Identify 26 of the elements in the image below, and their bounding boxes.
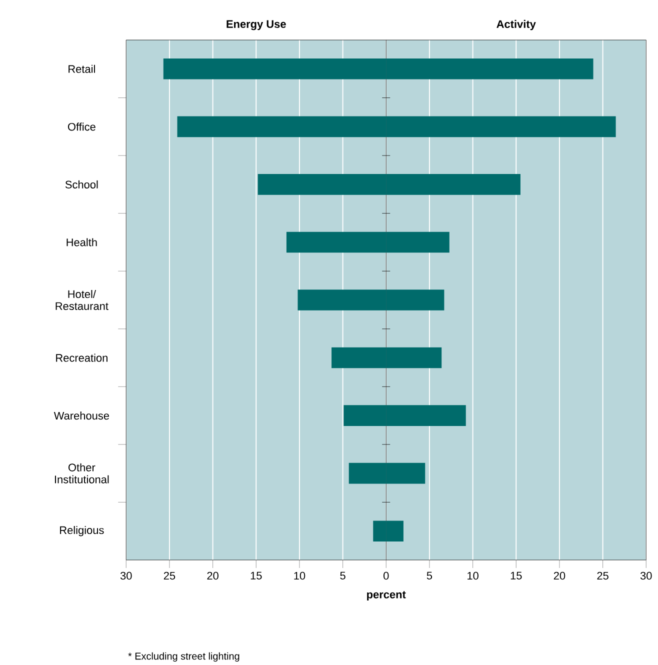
x-tick-label: 0 [383, 572, 389, 580]
y-tick-label: Other Institutional [54, 463, 109, 484]
y-tick-label: Hotel/ Restaurant [56, 290, 108, 310]
y-tick-label: Health [66, 238, 97, 246]
x-tick-label: 15 [510, 572, 522, 580]
x-tick-label: 10 [294, 572, 306, 580]
y-tick-label: Recreation [56, 354, 108, 362]
x-tick-label: 5 [340, 572, 346, 580]
x-tick-label: 10 [467, 572, 478, 580]
x-tick-label: 20 [554, 572, 566, 580]
text: Activity [496, 20, 536, 30]
y-tick-label: School [65, 180, 98, 188]
text: Energy Use [226, 20, 286, 30]
y-tick-label: Office [68, 122, 96, 131]
x-tick-label: 5 [426, 572, 432, 580]
y-tick-label: Religious [60, 526, 104, 536]
x-tick-label: 30 [640, 572, 652, 580]
x-tick-label: 25 [164, 572, 176, 580]
y-tick-label: Warehouse [54, 412, 109, 420]
x-axis-title: percent [366, 591, 406, 601]
x-tick-label: 30 [120, 572, 132, 580]
x-tick-label: 15 [250, 572, 262, 580]
x-tick-label: 25 [597, 572, 608, 580]
y-tick-label: Retail [68, 64, 95, 73]
x-tick-label: 20 [207, 572, 218, 580]
text: * Excluding street lighting [128, 652, 240, 662]
